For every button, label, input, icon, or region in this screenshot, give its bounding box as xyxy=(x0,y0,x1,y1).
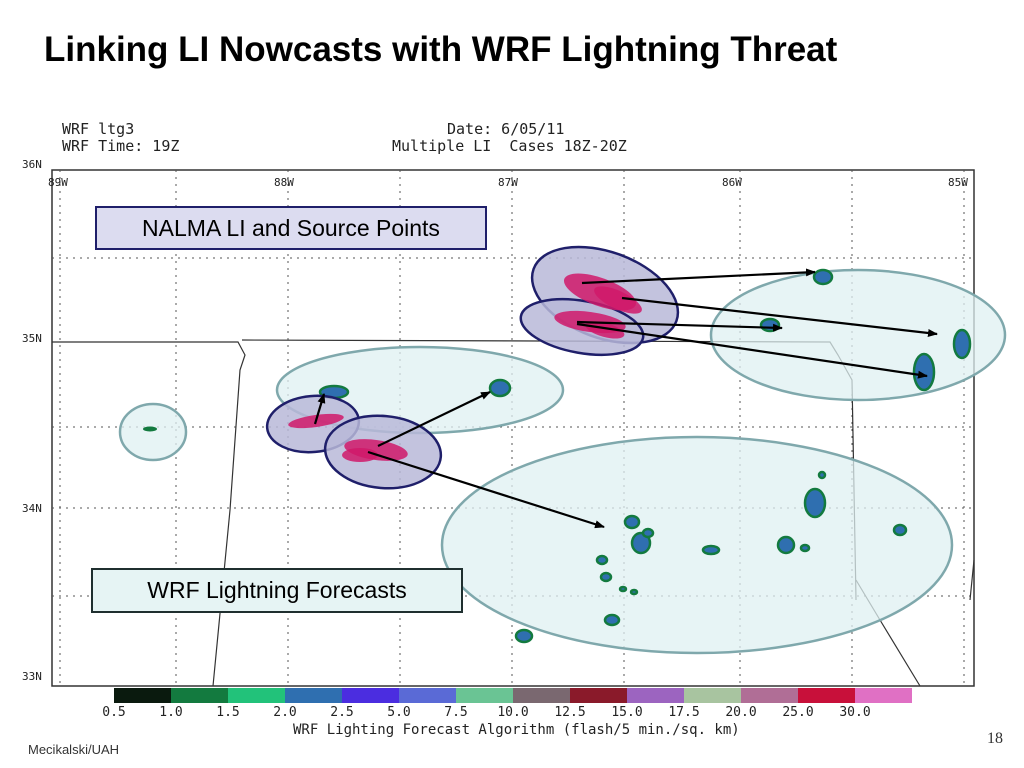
lat-label-36n: 36N xyxy=(22,158,42,171)
slide-title: Linking LI Nowcasts with WRF Lightning T… xyxy=(44,30,838,69)
colorbar-label-11: 20.0 xyxy=(725,705,757,720)
colorbar-swatch-13 xyxy=(855,688,912,703)
page-number: 18 xyxy=(987,730,1003,747)
colorbar-swatch-2 xyxy=(228,688,285,703)
lon-label-87w: 87W xyxy=(498,176,518,189)
colorbar-swatch-5 xyxy=(399,688,456,703)
colorbar-swatch-6 xyxy=(456,688,513,703)
colorbar-label-1: 1.0 xyxy=(159,705,183,720)
footer-credit: Mecikalski/UAH xyxy=(28,742,120,757)
colorbar-swatch-0 xyxy=(114,688,171,703)
colorbar-label-8: 12.5 xyxy=(554,705,586,720)
colorbar-swatch-9 xyxy=(627,688,684,703)
wrf-callout: WRF Lightning Forecasts xyxy=(91,568,463,613)
colorbar-swatch-1 xyxy=(171,688,228,703)
colorbar-swatch-4 xyxy=(342,688,399,703)
lon-label-85w: 85W xyxy=(948,176,968,189)
colorbar-swatch-7 xyxy=(513,688,570,703)
lat-label-34n: 34N xyxy=(22,502,42,515)
colorbar-label-10: 17.5 xyxy=(668,705,700,720)
nalma-callout: NALMA LI and Source Points xyxy=(95,206,487,250)
colorbar-label-9: 15.0 xyxy=(611,705,643,720)
colorbar-swatch-8 xyxy=(570,688,627,703)
colorbar xyxy=(114,688,912,703)
lon-label-86w: 86W xyxy=(722,176,742,189)
lat-label-35n: 35N xyxy=(22,332,42,345)
colorbar-label-7: 10.0 xyxy=(497,705,529,720)
colorbar-swatch-10 xyxy=(684,688,741,703)
colorbar-swatch-12 xyxy=(798,688,855,703)
lat-label-33n: 33N xyxy=(22,670,42,683)
colorbar-swatch-11 xyxy=(741,688,798,703)
colorbar-label-2: 1.5 xyxy=(216,705,240,720)
motion-arrows xyxy=(313,268,938,529)
colorbar-label-4: 2.5 xyxy=(330,705,354,720)
colorbar-label-12: 25.0 xyxy=(782,705,814,720)
colorbar-label-3: 2.0 xyxy=(273,705,297,720)
map-header-time: WRF Time: 19Z xyxy=(62,137,180,155)
map-header-cases: Multiple LI Cases 18Z-20Z xyxy=(392,137,627,155)
wrf-forecast-cells xyxy=(143,268,972,644)
colorbar-label-0: 0.5 xyxy=(102,705,126,720)
colorbar-label-5: 5.0 xyxy=(387,705,411,720)
colorbar-label-6: 7.5 xyxy=(444,705,468,720)
lon-label-88w: 88W xyxy=(274,176,294,189)
map-header-model: WRF ltg3 xyxy=(62,120,135,138)
lon-label-89w: 89W xyxy=(48,176,68,189)
colorbar-title: WRF Lighting Forecast Algorithm (flash/5… xyxy=(293,722,740,738)
map-header-date: Date: 6/05/11 xyxy=(447,120,565,138)
colorbar-label-13: 30.0 xyxy=(839,705,871,720)
colorbar-swatch-3 xyxy=(285,688,342,703)
